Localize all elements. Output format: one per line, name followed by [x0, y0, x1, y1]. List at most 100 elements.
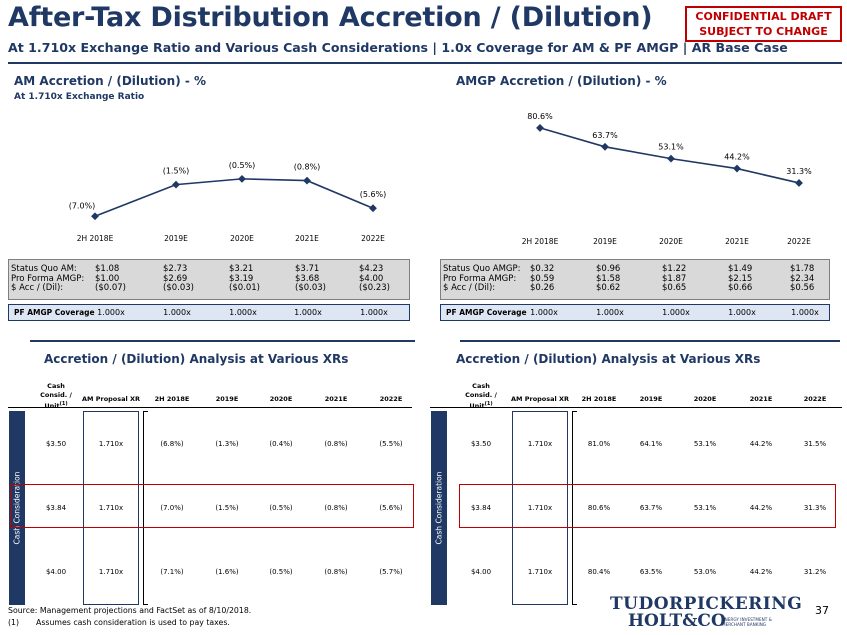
left-row-0-val-0: (6.8%) [160, 440, 184, 448]
amgp-stats-value: $1.58 [596, 273, 621, 284]
am-stats-col-4: $4.23 $4.00 ($0.23) [359, 264, 390, 294]
amgp-stats-col-2: $1.22 $1.87 $0.65 [662, 264, 687, 294]
amgp-chart-point-0 [536, 124, 544, 132]
left-row-0-val-2: (0.4%) [269, 440, 293, 448]
am-stats-value: ($0.03) [163, 283, 194, 293]
right-row-0-cash: $3.50 [470, 440, 492, 448]
confidential-line2: SUBJECT TO CHANGE [699, 25, 828, 38]
am-stats-labels: Status Quo AM: Pro Forma AMGP: $ Acc / (… [11, 264, 84, 294]
left-col-header-footnote: (1) [59, 401, 68, 407]
header-rule [8, 62, 842, 64]
right-row-0-xr: 1.710x [527, 440, 553, 448]
left-row-2-val-3: (0.8%) [324, 568, 348, 576]
left-analysis-title: Accretion / (Dilution) Analysis at Vario… [44, 352, 349, 366]
right-col-header-year-4: 2022E [803, 395, 827, 403]
amgp-stats-labels: Status Quo AMGP: Pro Forma AMGP: $ Acc /… [443, 264, 521, 294]
left-row-2-val-4: (5.7%) [379, 568, 403, 576]
am-stats-value: ($0.23) [359, 283, 390, 293]
right-row-0-val-4: 31.5% [803, 440, 827, 448]
right-row-2-val-3: 44.2% [749, 568, 773, 576]
left-col-header-year-4: 2022E [379, 395, 403, 403]
am-chart-tick-label-1: 2019E [164, 234, 188, 243]
amgp-chart-tick-label-2: 2020E [659, 237, 683, 246]
amgp-chart-data-label-2: 53.1% [658, 143, 684, 152]
am-stats-col-0: $1.08 $1.00 ($0.07) [95, 264, 126, 294]
logo-line1: TUDORPICKERING [610, 594, 803, 614]
footnote: (1) Assumes cash consideration is used t… [8, 618, 230, 627]
amgp-chart-data-label-0: 80.6% [527, 112, 553, 121]
left-row-2-val-2: (0.5%) [269, 568, 293, 576]
left-row-0-cash: $3.50 [45, 440, 67, 448]
amgp-stats-value: $0.62 [596, 283, 621, 293]
am-chart-tick-label-2: 2020E [230, 234, 254, 243]
amgp-stats-value: $1.87 [662, 273, 687, 284]
am-stats-box: Status Quo AM: Pro Forma AMGP: $ Acc / (… [8, 259, 410, 300]
right-row-0-val-2: 53.1% [693, 440, 717, 448]
am-chart-data-label-3: (0.8%) [294, 163, 321, 172]
left-col-header-year-3: 2021E [324, 395, 348, 403]
left-divider [30, 340, 415, 342]
logo-tagline-1: ENERGY INVESTMENT & [722, 617, 772, 622]
am-coverage-value-3: 1.000x [294, 308, 322, 317]
left-row-0-val-1: (1.3%) [215, 440, 239, 448]
amgp-stats-col-0: $0.32 $0.59 $0.26 [530, 264, 555, 294]
right-col-header-xr: AM Proposal XR [510, 395, 570, 403]
amgp-coverage-label: PF AMGP Coverage [446, 308, 527, 317]
am-chart-point-1 [172, 180, 180, 189]
footnote-text: Assumes cash consideration is used to pa… [36, 618, 230, 627]
amgp-stats-value: $0.65 [662, 283, 687, 293]
am-chart-data-label-1: (1.5%) [163, 167, 190, 176]
am-chart-tick-label-4: 2022E [361, 234, 385, 243]
left-row-2-xr: 1.710x [98, 568, 124, 576]
am-chart-data-label-0: (7.0%) [69, 201, 96, 210]
right-row-1-val-0: 80.6% [587, 504, 611, 512]
amgp-stats-value: $0.26 [530, 283, 555, 293]
am-stats-value: $3.68 [295, 273, 320, 284]
left-row-0-val-3: (0.8%) [324, 440, 348, 448]
am-chart: (7.0%) 2H 2018E (1.5%) 2019E (0.5%) 2020E (0.8… [69, 161, 387, 243]
right-row-0-val-1: 64.1% [639, 440, 663, 448]
left-col-header-year-2: 2020E [269, 395, 293, 403]
am-coverage-value-4: 1.000x [360, 308, 388, 317]
am-stats-value: $3.71 [295, 264, 320, 274]
right-values-bracket [572, 411, 577, 605]
right-header-rule [430, 407, 842, 408]
am-coverage-value-0: 1.000x [97, 308, 125, 317]
amgp-stats-label-0: Status Quo AMGP: [443, 264, 521, 274]
am-chart-title: AM Accretion / (Dilution) - % [14, 74, 207, 88]
right-analysis-title: Accretion / (Dilution) Analysis at Vario… [456, 352, 761, 366]
am-chart-point-4 [369, 204, 377, 213]
am-stats-value: $3.19 [229, 273, 254, 284]
right-col-header-unit: Unit [469, 402, 484, 410]
am-stats-col-2: $3.21 $3.19 ($0.01) [229, 264, 260, 294]
right-row-0-val-0: 81.0% [587, 440, 611, 448]
footnote-number: (1) [8, 618, 20, 627]
right-row-2-val-1: 63.5% [639, 568, 663, 576]
logo-line2: HOLT&CO [628, 611, 726, 631]
left-row-1-xr: 1.710x [98, 504, 124, 512]
left-row-1-cash: $3.84 [45, 504, 67, 512]
amgp-stats-box: Status Quo AMGP: Pro Forma AMGP: $ Acc /… [440, 259, 830, 300]
am-stats-value: $1.00 [95, 273, 120, 284]
am-coverage-label: PF AMGP Coverage [14, 308, 95, 317]
right-col-header-footnote: (1) [484, 401, 493, 407]
left-xr-column-box [83, 411, 139, 605]
amgp-coverage-value-1: 1.000x [596, 308, 624, 317]
amgp-coverage-value-2: 1.000x [662, 308, 690, 317]
amgp-stats-value: $0.59 [530, 273, 555, 284]
amgp-chart-tick-label-1: 2019E [593, 237, 617, 246]
am-stats-value: $1.08 [95, 264, 120, 274]
right-col-header-cash-line: Unit(1) [455, 400, 507, 411]
amgp-chart-point-1 [601, 142, 609, 151]
amgp-stats-value: $1.22 [662, 264, 687, 274]
right-row-2-val-0: 80.4% [587, 568, 611, 576]
page-number: 37 [815, 604, 829, 617]
amgp-stats-label-1: Pro Forma AMGP: [443, 273, 517, 284]
right-row-2-val-4: 31.2% [803, 568, 827, 576]
left-row-0-val-4: (5.5%) [379, 440, 403, 448]
company-logo: TUDORPICKERING HOLT&CO ENERGY INVESTMENT… [610, 594, 802, 634]
left-row-1-val-3: (0.8%) [324, 504, 348, 512]
amgp-chart-title: AMGP Accretion / (Dilution) - % [456, 74, 667, 88]
am-coverage-value-1: 1.000x [163, 308, 191, 317]
